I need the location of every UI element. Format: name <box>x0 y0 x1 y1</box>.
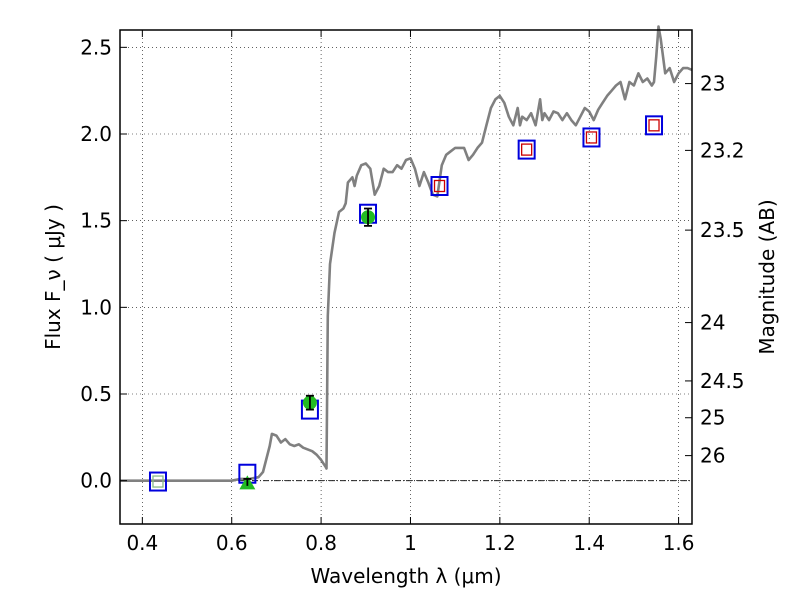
model-photometry-square <box>430 176 449 196</box>
data-layer <box>120 25 693 492</box>
right-axis-label: Magnitude (AB) <box>755 199 779 354</box>
upper-limit-square <box>585 131 598 144</box>
ticks: 0.4 0.6 0.8 1 1.2 1.4 1.6 0.0 0.5 1.0 1.5 2.0 2.5 23 2… <box>80 30 745 555</box>
right-tick-label: 24 <box>700 311 725 335</box>
right-tick-label: 23.2 <box>700 138 745 162</box>
model-photometry-square <box>148 471 167 492</box>
nondetection-square <box>152 475 164 488</box>
model-photometry-square <box>517 139 536 160</box>
y-tick-label: 1.0 <box>80 295 112 319</box>
x-tick-label: 1.2 <box>484 531 516 555</box>
right-tick-label: 26 <box>700 444 725 468</box>
x-tick-label: 0.4 <box>126 531 158 555</box>
upper-limit-square <box>521 143 533 156</box>
upper-limit-square <box>433 179 446 193</box>
model-photometry-square <box>645 115 664 136</box>
y-tick-label: 0.0 <box>80 469 112 493</box>
x-tick-label: 1 <box>404 531 417 555</box>
right-tick-label: 23.5 <box>700 218 745 242</box>
y-tick-label: 0.5 <box>80 382 112 406</box>
y-tick-label: 2.5 <box>80 35 112 59</box>
y-tick-label: 1.5 <box>80 209 112 233</box>
upper-limit-square <box>648 119 660 132</box>
x-tick-label: 1.4 <box>573 531 605 555</box>
x-tick-label: 1.6 <box>663 531 695 555</box>
model-photometry-square <box>582 127 601 148</box>
model-spectrum-line <box>120 25 693 482</box>
right-tick-label: 25 <box>700 406 725 430</box>
right-tick-label: 23 <box>700 72 725 96</box>
x-tick-label: 0.8 <box>305 531 337 555</box>
y-tick-label: 2.0 <box>80 122 112 146</box>
right-tick-label: 24.5 <box>700 369 745 393</box>
plot-frame <box>119 29 693 525</box>
x-tick-label: 0.6 <box>216 531 248 555</box>
x-axis-label: Wavelength λ (μm) <box>310 564 501 588</box>
y-axis-label: Flux F_ν ( μJy ) <box>41 204 65 350</box>
